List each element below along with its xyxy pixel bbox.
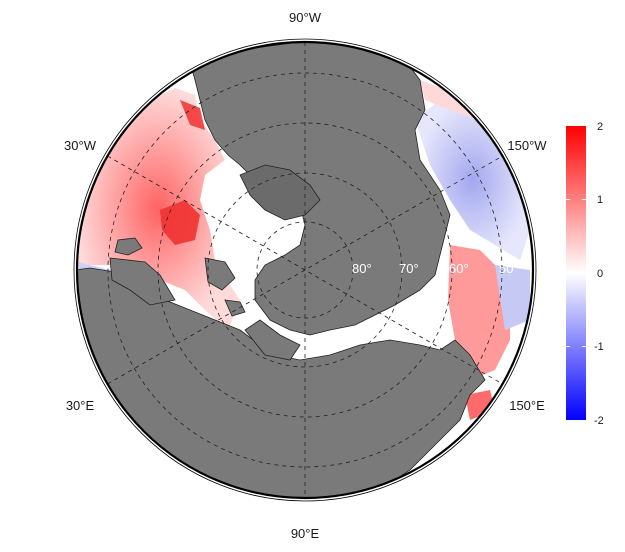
colorbar-tick-0: 0 (597, 268, 603, 280)
novaya-zemlya (224, 299, 246, 317)
colorbar-tick-2: 2 (597, 121, 603, 133)
lon-label-lower-left: 30°E (66, 398, 95, 413)
siberian-coast (244, 319, 301, 361)
svalbard (204, 257, 236, 291)
lon-label-upper-right: 150°W (507, 138, 547, 153)
arctic-archipelago (239, 164, 321, 221)
lon-label-top: 90°W (289, 10, 322, 25)
lat-label-50: 50° (499, 261, 519, 276)
pacific-negative-anomaly (415, 100, 530, 260)
land (77, 42, 486, 498)
north-pacific-negative-anomaly (495, 265, 530, 330)
alaska-positive-anomaly (420, 80, 480, 120)
lat-label-80: 80° (352, 261, 372, 276)
lon-label-upper-left: 30°W (64, 138, 97, 153)
scandinavia (109, 257, 176, 306)
colorbar-tick-neg1: -1 (594, 341, 604, 353)
colorbar: 2 1 0 -1 -2 (566, 121, 604, 427)
colorbar-tick-1: 1 (597, 194, 603, 206)
colorbar-gradient (566, 126, 586, 420)
map-disc: 80° 70° 60° 50° (77, 42, 533, 498)
map-border (75, 40, 535, 500)
latitude-circle-50 (107, 72, 503, 468)
lat-label-60: 60° (449, 261, 469, 276)
greenland-and-canada (189, 42, 451, 336)
lat-label-70: 70° (399, 261, 419, 276)
colorbar-tick-neg2: -2 (594, 415, 604, 427)
lon-label-bottom: 90°E (291, 526, 320, 541)
latitude-circle-60 (157, 122, 453, 418)
bering-positive-anomaly (448, 245, 510, 380)
atlantic-positive-anomaly (77, 88, 240, 330)
greenland-sea-anomaly (180, 100, 205, 130)
lon-label-lower-right: 150°E (509, 398, 545, 413)
iceland (114, 237, 143, 256)
map-border-outer (73, 38, 537, 502)
graticule (107, 42, 503, 498)
